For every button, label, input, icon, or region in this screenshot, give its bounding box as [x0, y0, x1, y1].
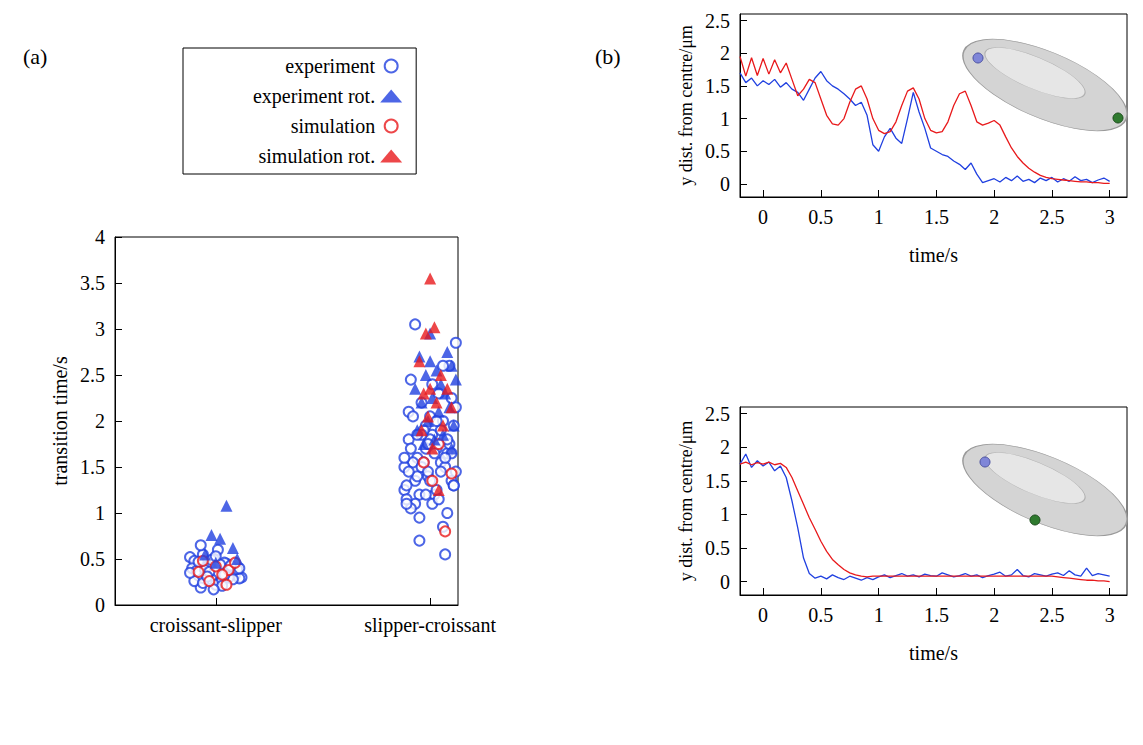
svg-text:(a): (a) — [23, 44, 47, 69]
svg-text:y dist. from centre/μm: y dist. from centre/μm — [676, 421, 696, 582]
svg-text:simulation: simulation — [291, 115, 375, 137]
svg-text:0.5: 0.5 — [705, 140, 730, 162]
svg-text:1.5: 1.5 — [705, 470, 730, 492]
svg-text:1: 1 — [720, 503, 730, 525]
svg-text:0: 0 — [758, 604, 768, 626]
svg-text:3: 3 — [1105, 604, 1115, 626]
svg-text:experiment rot.: experiment rot. — [253, 85, 375, 108]
svg-text:3.5: 3.5 — [80, 272, 105, 294]
svg-text:1.5: 1.5 — [705, 75, 730, 97]
svg-text:2.5: 2.5 — [705, 403, 730, 425]
svg-text:2: 2 — [989, 604, 999, 626]
svg-text:0: 0 — [720, 173, 730, 195]
svg-text:2: 2 — [95, 410, 105, 432]
svg-text:experiment: experiment — [285, 55, 375, 78]
svg-text:1.5: 1.5 — [924, 206, 949, 228]
svg-text:3: 3 — [1105, 206, 1115, 228]
svg-text:2: 2 — [720, 436, 730, 458]
svg-text:3: 3 — [95, 318, 105, 340]
svg-text:0: 0 — [720, 571, 730, 593]
svg-text:simulation rot.: simulation rot. — [259, 145, 376, 167]
svg-text:(b): (b) — [595, 44, 621, 69]
svg-text:1: 1 — [874, 604, 884, 626]
svg-text:2: 2 — [720, 42, 730, 64]
svg-text:1.5: 1.5 — [80, 456, 105, 478]
svg-text:1: 1 — [720, 108, 730, 130]
svg-text:0: 0 — [95, 594, 105, 616]
svg-text:1.5: 1.5 — [924, 604, 949, 626]
svg-text:croissant-slipper: croissant-slipper — [150, 614, 283, 637]
svg-text:0.5: 0.5 — [705, 537, 730, 559]
svg-text:2: 2 — [989, 206, 999, 228]
svg-text:4: 4 — [95, 226, 105, 248]
svg-text:slipper-croissant: slipper-croissant — [364, 614, 496, 637]
svg-text:2.5: 2.5 — [1039, 604, 1064, 626]
svg-text:2.5: 2.5 — [80, 364, 105, 386]
svg-text:0: 0 — [758, 206, 768, 228]
svg-text:0.5: 0.5 — [808, 206, 833, 228]
svg-text:2.5: 2.5 — [705, 10, 730, 32]
svg-text:y dist. from centre/μm: y dist. from centre/μm — [676, 25, 696, 186]
svg-text:0.5: 0.5 — [80, 548, 105, 570]
svg-text:1: 1 — [95, 502, 105, 524]
svg-text:transition time/s: transition time/s — [49, 356, 71, 486]
svg-text:time/s: time/s — [909, 244, 958, 266]
svg-text:2.5: 2.5 — [1039, 206, 1064, 228]
svg-text:time/s: time/s — [909, 642, 958, 664]
svg-text:1: 1 — [874, 206, 884, 228]
svg-text:0.5: 0.5 — [808, 604, 833, 626]
